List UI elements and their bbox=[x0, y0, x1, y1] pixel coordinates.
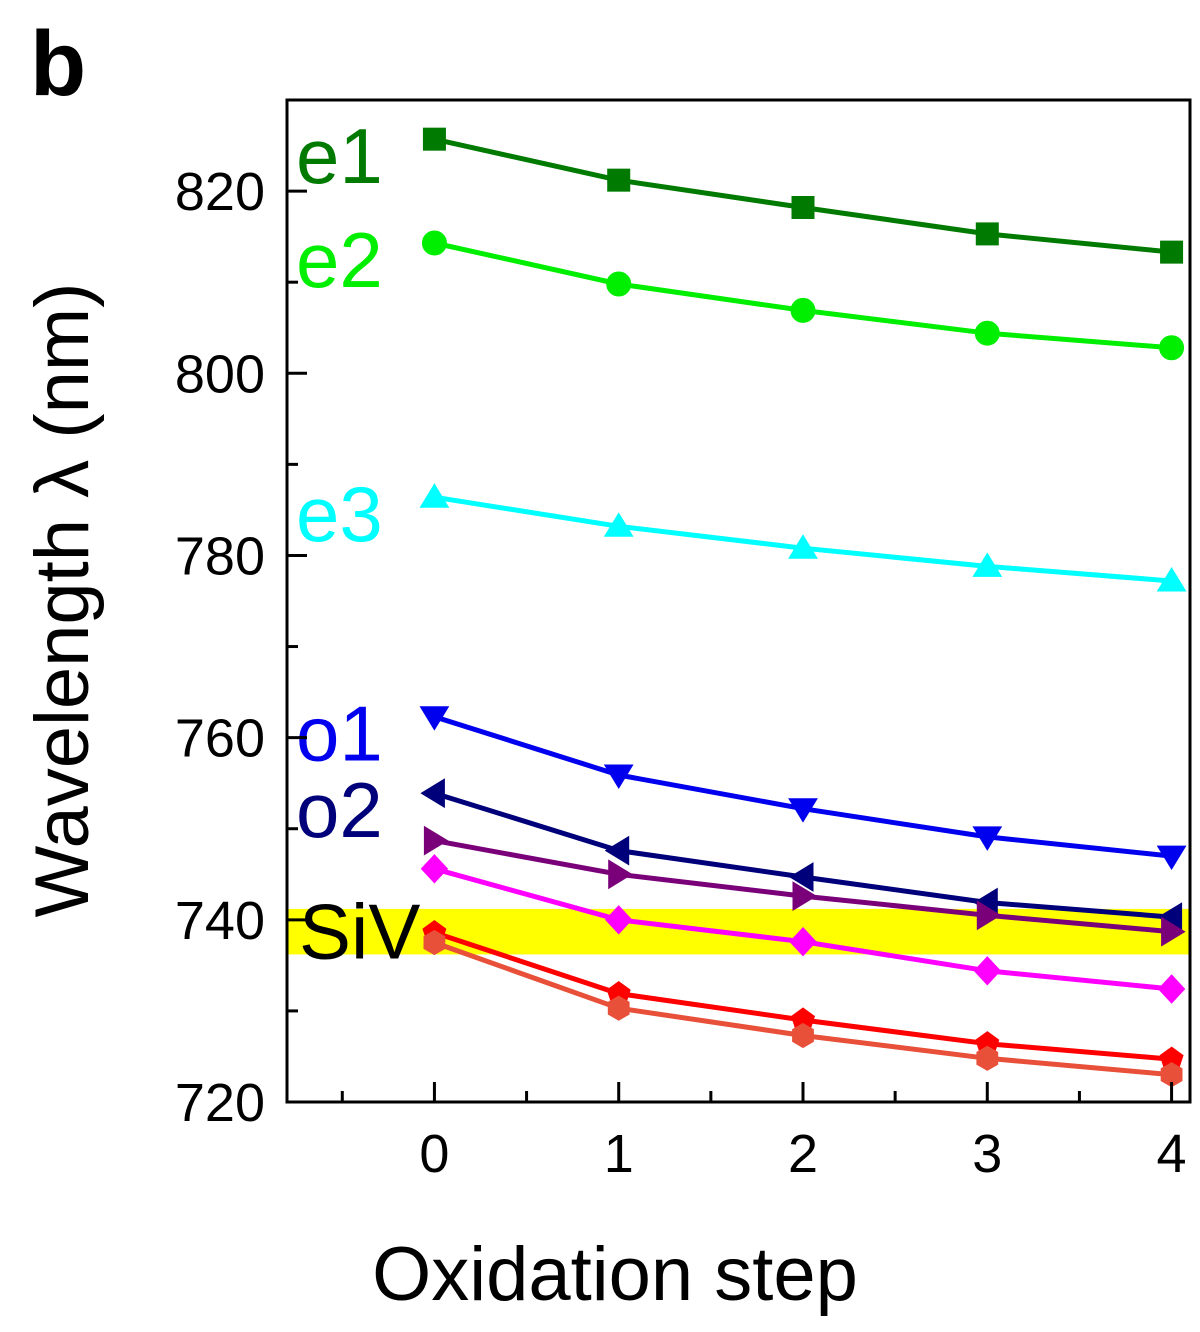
x-tick-label: 3 bbox=[972, 1124, 1002, 1184]
series-8-group bbox=[422, 919, 1184, 1070]
series-5-point bbox=[604, 835, 630, 866]
series-3-point bbox=[419, 483, 450, 508]
series-label-o2: o2 bbox=[296, 766, 383, 854]
series-7-point bbox=[789, 926, 817, 957]
series-1-point bbox=[791, 195, 815, 219]
series-5-point bbox=[789, 862, 814, 892]
series-5-point bbox=[420, 778, 445, 809]
series-6-point bbox=[976, 900, 1002, 931]
series-6-point bbox=[1161, 916, 1186, 947]
x-tick-label: 0 bbox=[419, 1124, 449, 1184]
series-7-group bbox=[420, 854, 1186, 1004]
series-9-point bbox=[976, 1045, 999, 1071]
series-4-point bbox=[788, 798, 818, 823]
panel-letter: b bbox=[30, 13, 86, 115]
series-4-point bbox=[972, 826, 1003, 851]
series-3-group bbox=[419, 483, 1187, 592]
y-tick-label: 720 bbox=[175, 1073, 265, 1133]
series-label-e1: e1 bbox=[296, 112, 383, 200]
series-6-point bbox=[608, 859, 633, 890]
siv-band-label: SiV bbox=[299, 888, 420, 976]
series-2-point bbox=[974, 320, 1000, 346]
series-label-e2: e2 bbox=[296, 216, 383, 304]
series-9-point bbox=[607, 995, 630, 1021]
series-3-point bbox=[1156, 567, 1187, 592]
series-1-point bbox=[975, 222, 999, 246]
y-tick-label: 800 bbox=[175, 344, 265, 404]
y-tick-label: 820 bbox=[175, 162, 265, 222]
series-9-point bbox=[423, 930, 446, 956]
series-3-point bbox=[788, 534, 818, 559]
x-axis-title: Oxidation step bbox=[372, 1232, 858, 1317]
x-tick-label: 2 bbox=[788, 1124, 818, 1184]
series-6-group bbox=[423, 825, 1186, 947]
series-4-group bbox=[419, 706, 1187, 871]
series-4-line bbox=[433, 714, 1172, 859]
series-1-point bbox=[422, 127, 446, 151]
series-label-e3: e3 bbox=[296, 470, 383, 558]
series-5-group bbox=[420, 778, 1183, 932]
series-label-o1: o1 bbox=[296, 690, 383, 778]
series-2-line bbox=[433, 240, 1172, 351]
y-tick-label: 740 bbox=[175, 891, 265, 951]
series-4-point bbox=[1156, 845, 1187, 871]
series-1-point bbox=[1160, 240, 1184, 264]
y-tick-label: 760 bbox=[175, 709, 265, 769]
series-1-group bbox=[422, 127, 1184, 264]
series-6-point bbox=[423, 825, 449, 856]
series-4-point bbox=[603, 764, 634, 789]
series-9-point bbox=[792, 1022, 814, 1049]
series-2-point bbox=[790, 297, 816, 323]
x-tick-label: 4 bbox=[1157, 1124, 1187, 1184]
plot-frame bbox=[285, 98, 1192, 1104]
series-7-point bbox=[1157, 974, 1186, 1004]
series-6-point bbox=[792, 881, 817, 911]
series-2-point bbox=[1159, 335, 1185, 361]
series-7-point bbox=[605, 905, 633, 935]
x-tick-label: 1 bbox=[604, 1124, 634, 1184]
series-1-point bbox=[607, 168, 631, 192]
series-9-group bbox=[423, 930, 1183, 1088]
series-7-point bbox=[420, 854, 449, 884]
series-2-point bbox=[606, 271, 632, 297]
series-1-line bbox=[433, 136, 1172, 255]
series-2-group bbox=[421, 230, 1185, 361]
y-tick-label: 780 bbox=[175, 526, 265, 586]
series-2-point bbox=[421, 230, 447, 256]
series-3-point bbox=[603, 512, 634, 537]
y-axis-title: Wavelength λ (nm) bbox=[20, 283, 105, 918]
series-4-point bbox=[419, 706, 450, 731]
series-7-point bbox=[973, 956, 1001, 986]
series-3-point bbox=[972, 552, 1003, 577]
